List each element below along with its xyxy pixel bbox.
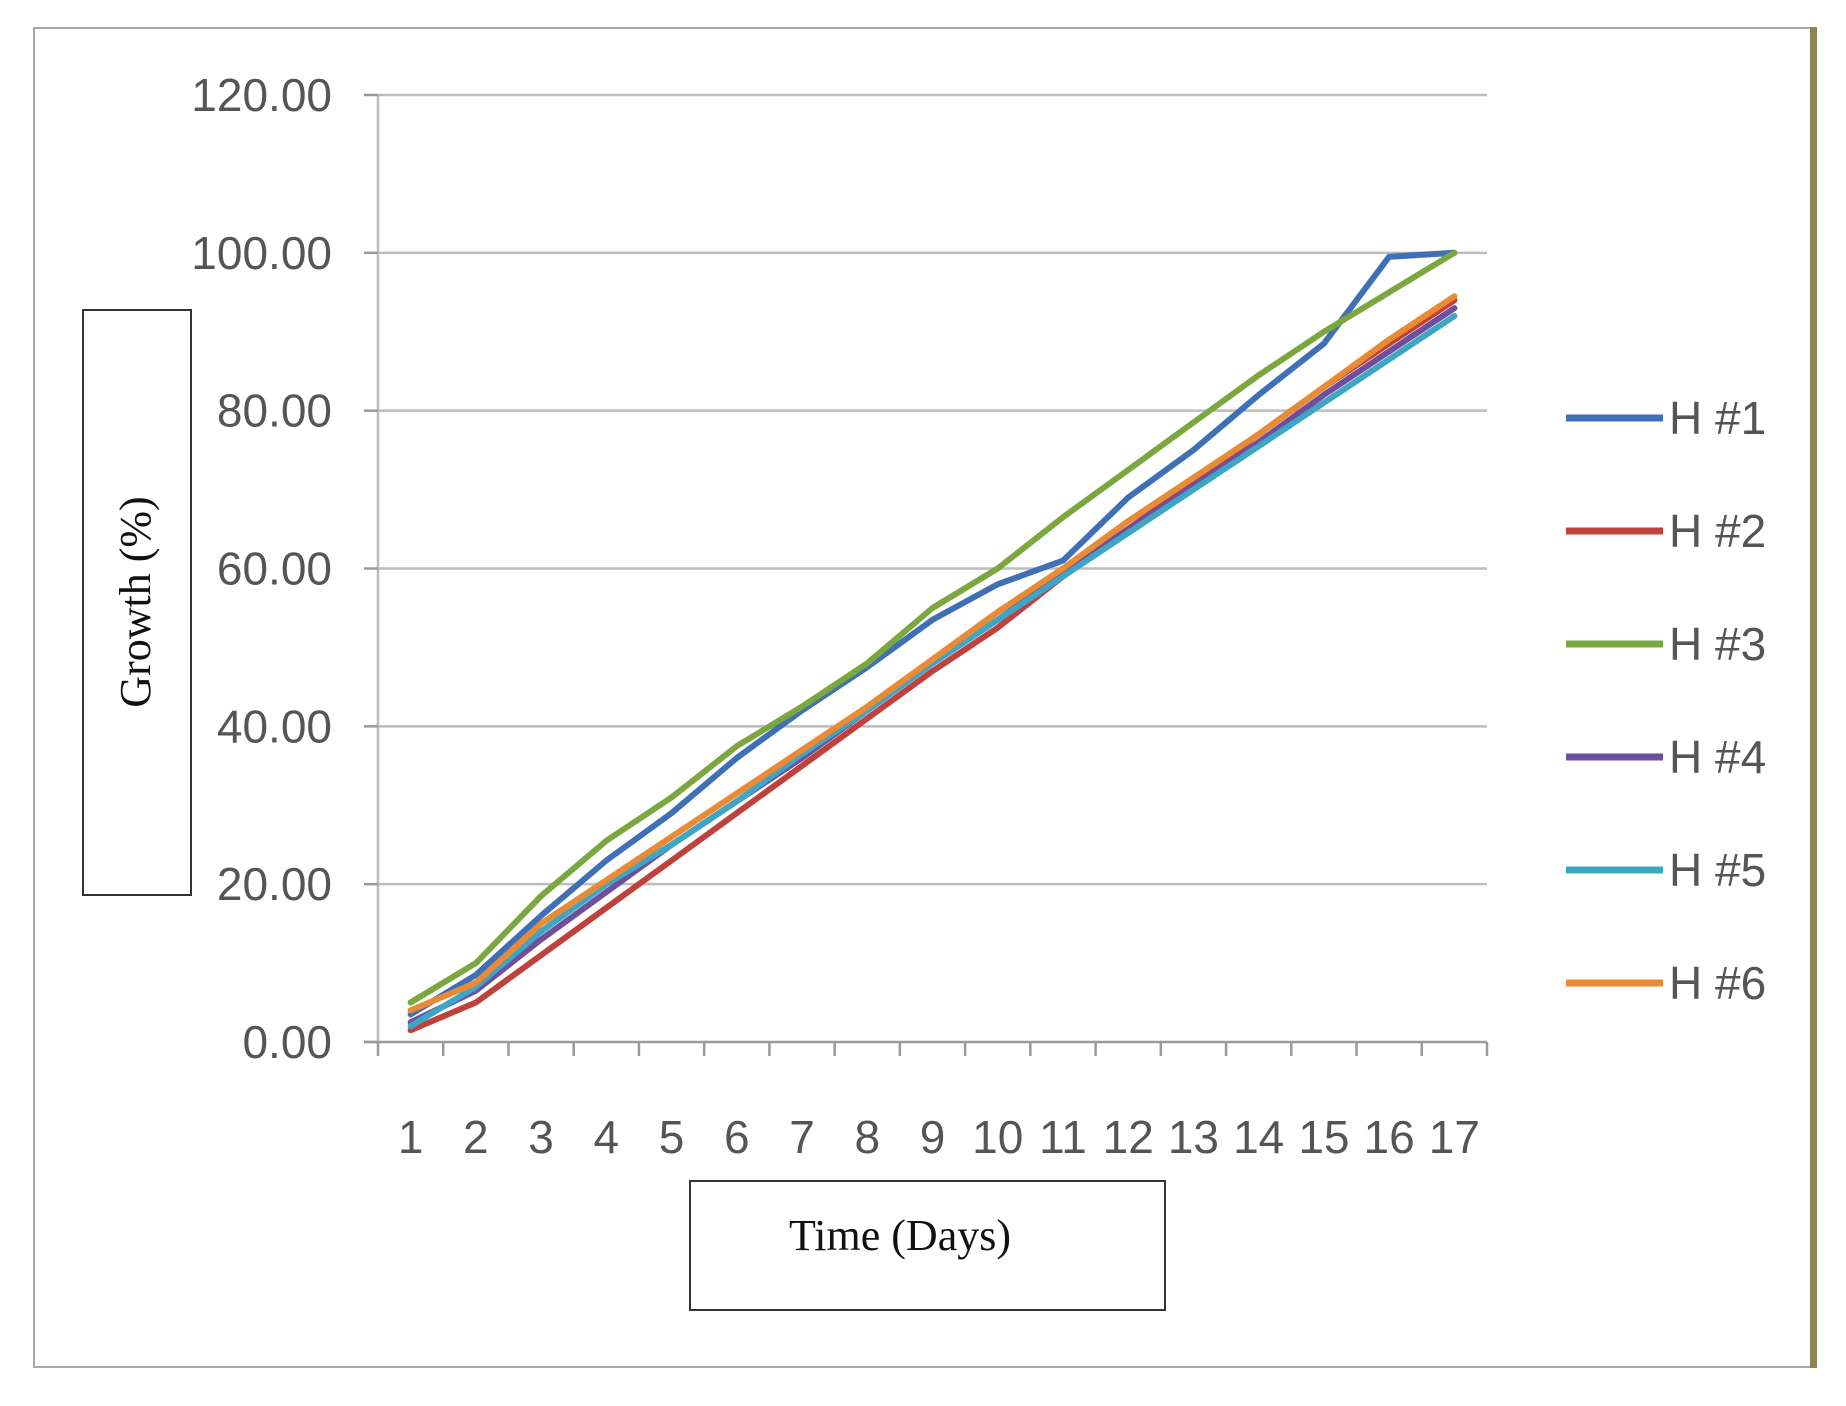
x-axis-title-box: Time (Days) bbox=[689, 1180, 1166, 1311]
x-tick-label: 12 bbox=[1103, 1111, 1154, 1163]
legend-label: H #6 bbox=[1669, 957, 1766, 1009]
series-line-5 bbox=[407, 313, 1458, 1030]
y-tick-label: 20.00 bbox=[217, 858, 332, 910]
gridlines bbox=[378, 93, 1487, 886]
y-tick-label: 120.00 bbox=[191, 69, 332, 121]
legend-label: H #3 bbox=[1669, 618, 1766, 670]
y-axis-title: Growth (%) bbox=[111, 496, 160, 707]
y-axis-title-box: Growth (%) bbox=[82, 309, 192, 896]
y-tick-label: 0.00 bbox=[242, 1016, 332, 1068]
series-line-6 bbox=[407, 293, 1458, 1014]
x-tick-label: 17 bbox=[1429, 1111, 1480, 1163]
series-line-3 bbox=[407, 249, 1458, 1006]
x-tick-label: 8 bbox=[854, 1111, 880, 1163]
x-tick-label: 13 bbox=[1168, 1111, 1219, 1163]
legend-label: H #1 bbox=[1669, 392, 1766, 444]
series-lines bbox=[407, 249, 1458, 1034]
x-tick-label: 9 bbox=[920, 1111, 946, 1163]
axes bbox=[364, 93, 1489, 1056]
right-accent-bar bbox=[1810, 27, 1817, 1368]
x-tick-label: 10 bbox=[972, 1111, 1023, 1163]
x-tick-label: 11 bbox=[1039, 1111, 1087, 1163]
chart-frame bbox=[33, 27, 1812, 1368]
x-tick-label: 6 bbox=[724, 1111, 750, 1163]
x-tick-label: 1 bbox=[398, 1111, 424, 1163]
x-tick-label: 7 bbox=[789, 1111, 815, 1163]
legend-label: H #2 bbox=[1669, 505, 1766, 557]
y-tick-label: 80.00 bbox=[217, 385, 332, 437]
x-tick-label: 4 bbox=[594, 1111, 620, 1163]
x-tick-label: 15 bbox=[1298, 1111, 1349, 1163]
x-tick-label: 5 bbox=[659, 1111, 685, 1163]
x-tick-label: 3 bbox=[528, 1111, 554, 1163]
y-tick-label: 60.00 bbox=[217, 543, 332, 595]
y-axis-tick-labels: 0.00 20.00 40.00 60.00 80.00 100.00 120.00 bbox=[191, 69, 332, 1068]
x-tick-label: 2 bbox=[463, 1111, 489, 1163]
x-tick-label: 16 bbox=[1364, 1111, 1415, 1163]
y-tick-label: 100.00 bbox=[191, 227, 332, 279]
legend: H #1 H #2 H #3 H #4 H #5 H #6 bbox=[1566, 392, 1766, 1009]
legend-label: H #4 bbox=[1669, 731, 1766, 783]
x-axis-tick-labels: 1 2 3 4 5 6 7 8 9 10 11 12 13 14 15 16 17 bbox=[398, 1111, 1480, 1163]
x-tick-label: 14 bbox=[1233, 1111, 1284, 1163]
y-tick-label: 40.00 bbox=[217, 700, 332, 752]
series-line-1 bbox=[407, 249, 1458, 1018]
x-axis-title: Time (Days) bbox=[789, 1211, 1011, 1260]
legend-label: H #5 bbox=[1669, 844, 1766, 896]
